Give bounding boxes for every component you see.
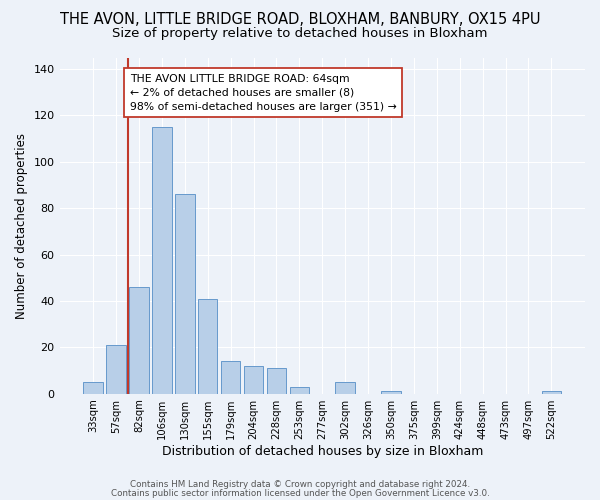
Bar bbox=[106, 345, 126, 394]
Bar bbox=[175, 194, 194, 394]
X-axis label: Distribution of detached houses by size in Bloxham: Distribution of detached houses by size … bbox=[161, 444, 483, 458]
Bar bbox=[221, 361, 241, 394]
Text: THE AVON LITTLE BRIDGE ROAD: 64sqm
← 2% of detached houses are smaller (8)
98% o: THE AVON LITTLE BRIDGE ROAD: 64sqm ← 2% … bbox=[130, 74, 397, 112]
Bar bbox=[290, 387, 309, 394]
Bar bbox=[542, 392, 561, 394]
Text: Size of property relative to detached houses in Bloxham: Size of property relative to detached ho… bbox=[112, 28, 488, 40]
Bar bbox=[244, 366, 263, 394]
Text: Contains HM Land Registry data © Crown copyright and database right 2024.: Contains HM Land Registry data © Crown c… bbox=[130, 480, 470, 489]
Y-axis label: Number of detached properties: Number of detached properties bbox=[15, 132, 28, 318]
Bar bbox=[267, 368, 286, 394]
Text: THE AVON, LITTLE BRIDGE ROAD, BLOXHAM, BANBURY, OX15 4PU: THE AVON, LITTLE BRIDGE ROAD, BLOXHAM, B… bbox=[60, 12, 540, 28]
Bar bbox=[335, 382, 355, 394]
Text: Contains public sector information licensed under the Open Government Licence v3: Contains public sector information licen… bbox=[110, 488, 490, 498]
Bar bbox=[83, 382, 103, 394]
Bar bbox=[198, 298, 217, 394]
Bar bbox=[381, 392, 401, 394]
Bar bbox=[152, 127, 172, 394]
Bar bbox=[129, 287, 149, 394]
